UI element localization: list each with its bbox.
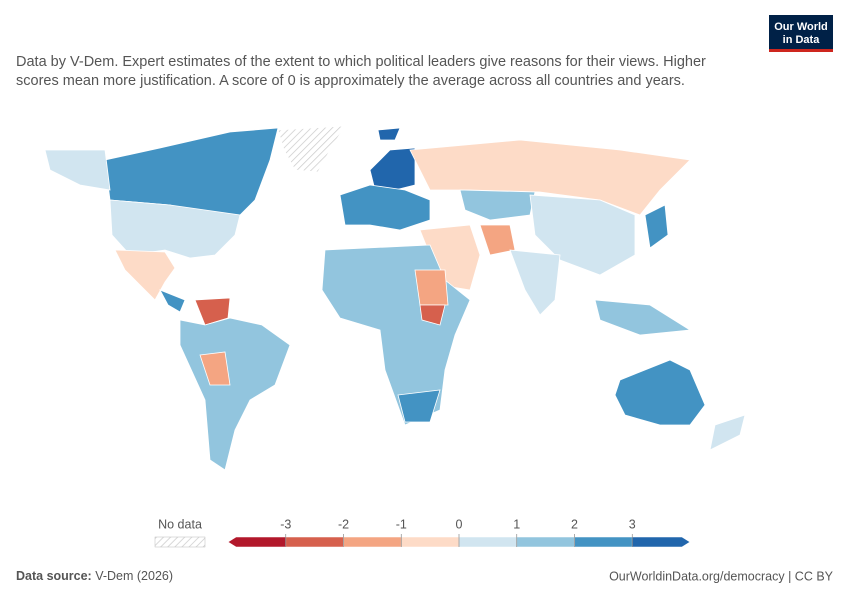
- subtitle: Data by V-Dem. Expert estimates of the e…: [16, 54, 706, 70]
- region[interactable]: [179, 317, 291, 471]
- region[interactable]: [509, 249, 561, 316]
- logo-box[interactable]: [769, 15, 833, 49]
- region[interactable]: [159, 289, 186, 313]
- url[interactable]: OurWorldinData.org/democracy | CC BY: [609, 569, 834, 583]
- region[interactable]: [644, 204, 669, 249]
- source-label: Data source:: [16, 569, 92, 583]
- legend: No data: [154, 517, 206, 548]
- legend-bin: [227, 536, 287, 548]
- legend-tick-label: -2: [338, 517, 349, 531]
- region[interactable]: [614, 359, 706, 426]
- source-text: V-Dem (2026): [95, 569, 173, 583]
- region[interactable]: [114, 249, 176, 301]
- region[interactable]: [459, 189, 536, 221]
- region[interactable]: [377, 127, 401, 141]
- region[interactable]: [194, 297, 231, 326]
- region[interactable]: [44, 149, 111, 191]
- world-map: [44, 125, 746, 471]
- subtitle: scores mean more justification. A score …: [16, 73, 685, 89]
- region[interactable]: [339, 184, 431, 231]
- legend-tick-label: 0: [456, 517, 463, 531]
- legend-bin: [516, 536, 575, 548]
- legend-bin: [343, 536, 402, 548]
- legend-tick-label: 1: [513, 517, 520, 531]
- no-data-label: No data: [158, 517, 202, 531]
- no-data-swatch: [154, 536, 206, 548]
- region[interactable]: [409, 139, 691, 216]
- logo[interactable]: Our World in Data: [769, 15, 833, 52]
- region[interactable]: [594, 299, 692, 336]
- legend-tick-label: -1: [396, 517, 407, 531]
- logo-text[interactable]: in Data: [783, 34, 821, 46]
- region[interactable]: [709, 414, 746, 451]
- legend-bin: [574, 536, 633, 548]
- region[interactable]: [419, 304, 446, 326]
- region[interactable]: [109, 199, 241, 259]
- legend-bin: [400, 536, 460, 548]
- region[interactable]: [414, 269, 449, 306]
- legend-tick-label: 3: [629, 517, 636, 531]
- legend-bin: [285, 536, 344, 548]
- logo-text[interactable]: Our World: [774, 21, 828, 33]
- legend-tick-label: 2: [571, 517, 578, 531]
- legend-bin: [458, 536, 518, 548]
- logo-underline: [769, 49, 833, 52]
- source: Data source: V-Dem (2026): [16, 569, 173, 583]
- region[interactable]: [397, 389, 441, 423]
- region[interactable]: [479, 224, 516, 256]
- region[interactable]: [277, 125, 346, 173]
- legend-tick-label: -3: [280, 517, 291, 531]
- region[interactable]: [369, 147, 416, 191]
- region[interactable]: [199, 351, 231, 386]
- legend-bin: [631, 536, 691, 548]
